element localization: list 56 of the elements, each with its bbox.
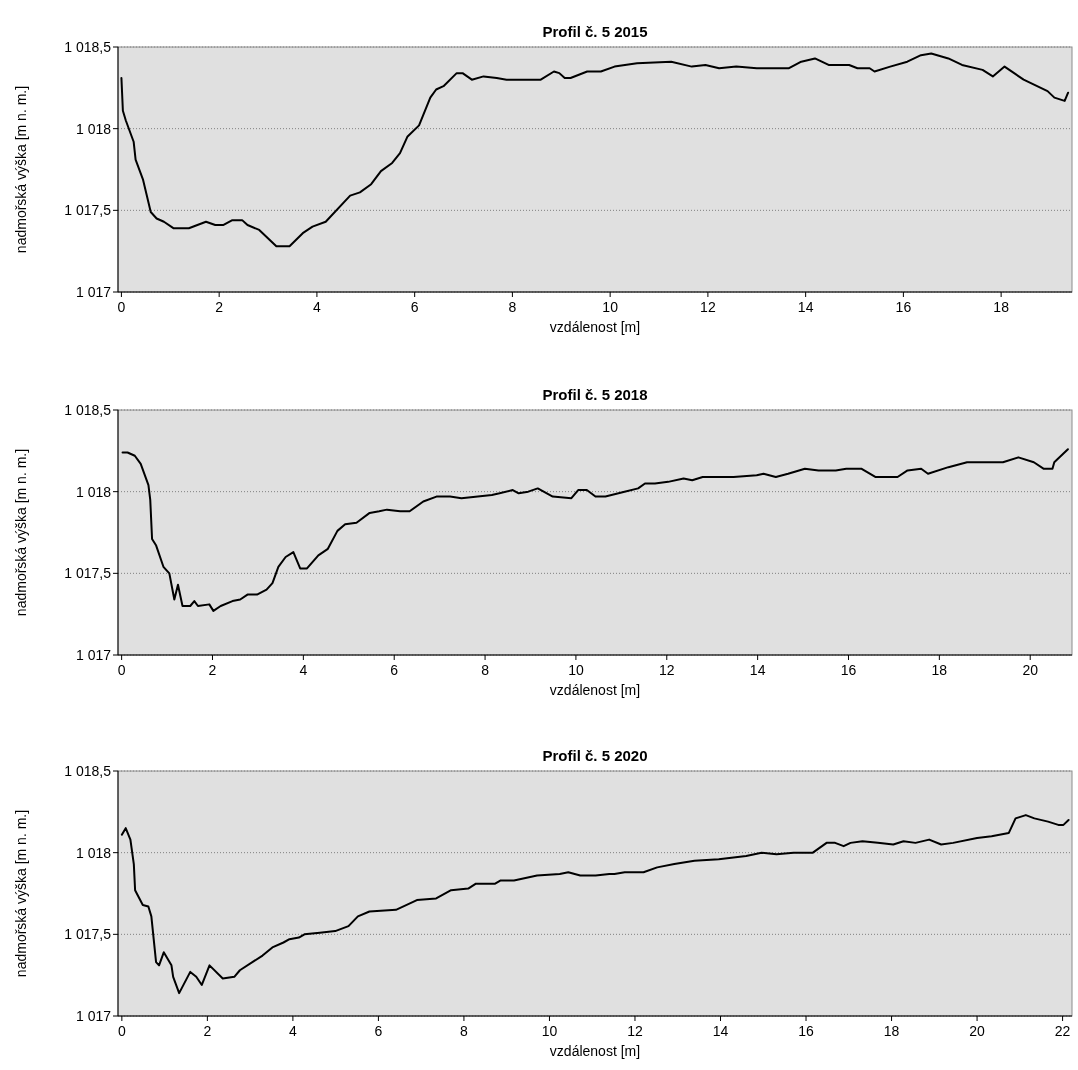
y-tick-label: 1 017 — [75, 284, 112, 300]
y-tick-label: 1 017 — [75, 647, 112, 663]
y-tick-label: 1 018,5 — [64, 763, 112, 779]
x-tick-label: 6 — [410, 299, 419, 315]
x-tick-label: 20 — [1022, 662, 1039, 678]
x-tick-label: 6 — [390, 662, 399, 678]
x-tick-label: 2 — [203, 1023, 212, 1039]
x-tick-label: 10 — [568, 662, 584, 678]
y-tick-label: 1 018,5 — [64, 402, 112, 418]
y-tick-label: 1 017,5 — [64, 565, 112, 582]
x-axis-title: vzdálenost [m] — [549, 1043, 641, 1059]
x-tick-label: 0 — [117, 299, 126, 315]
y-tick-label: 1 018,5 — [64, 39, 112, 55]
x-tick-label: 18 — [931, 662, 948, 678]
line-series — [121, 448, 1069, 612]
y-tick-label: 1 018 — [75, 120, 112, 137]
y-axis-title: nadmořská výška [m n. m.] — [13, 85, 29, 254]
x-tick-label: 4 — [299, 662, 308, 678]
y-tick-label: 1 017 — [75, 1008, 112, 1024]
x-tick-label: 12 — [700, 299, 716, 315]
x-tick-label: 16 — [895, 299, 912, 315]
x-tick-label: 2 — [208, 662, 217, 678]
x-axis-title: vzdálenost [m] — [549, 319, 641, 335]
x-tick-label: 0 — [117, 1023, 126, 1039]
chart-title: Profil č. 5 2018 — [542, 386, 648, 403]
x-tick-label: 14 — [749, 662, 766, 678]
x-tick-label: 0 — [117, 662, 126, 678]
y-tick-label: 1 018 — [75, 483, 112, 500]
x-tick-label: 16 — [798, 1023, 815, 1039]
y-tick-label: 1 018 — [75, 844, 112, 861]
x-tick-label: 18 — [993, 299, 1010, 315]
x-tick-label: 4 — [288, 1023, 297, 1039]
x-tick-label: 6 — [374, 1023, 383, 1039]
x-tick-label: 8 — [508, 299, 517, 315]
chart-title: Profil č. 5 2020 — [542, 747, 648, 764]
x-tick-label: 20 — [969, 1023, 986, 1039]
y-tick-label: 1 017,5 — [64, 926, 112, 943]
x-tick-label: 10 — [541, 1023, 558, 1039]
x-tick-label: 12 — [627, 1023, 643, 1039]
y-tick-label: 1 017,5 — [64, 202, 112, 219]
line-series — [120, 814, 1070, 995]
x-axis-title: vzdálenost [m] — [549, 682, 641, 698]
x-tick-label: 8 — [460, 1023, 469, 1039]
x-tick-label: 4 — [313, 299, 322, 315]
y-axis-title: nadmořská výška [m n. m.] — [13, 448, 29, 617]
x-tick-label: 2 — [215, 299, 224, 315]
y-axis-title: nadmořská výška [m n. m.] — [13, 809, 29, 978]
x-tick-label: 8 — [481, 662, 490, 678]
x-tick-label: 16 — [840, 662, 857, 678]
x-tick-label: 14 — [797, 299, 814, 315]
x-tick-label: 18 — [883, 1023, 900, 1039]
x-tick-label: 22 — [1054, 1023, 1071, 1039]
chart-title: Profil č. 5 2015 — [542, 23, 648, 40]
x-tick-label: 14 — [712, 1023, 729, 1039]
x-tick-label: 12 — [658, 662, 675, 678]
x-tick-label: 10 — [602, 299, 619, 315]
